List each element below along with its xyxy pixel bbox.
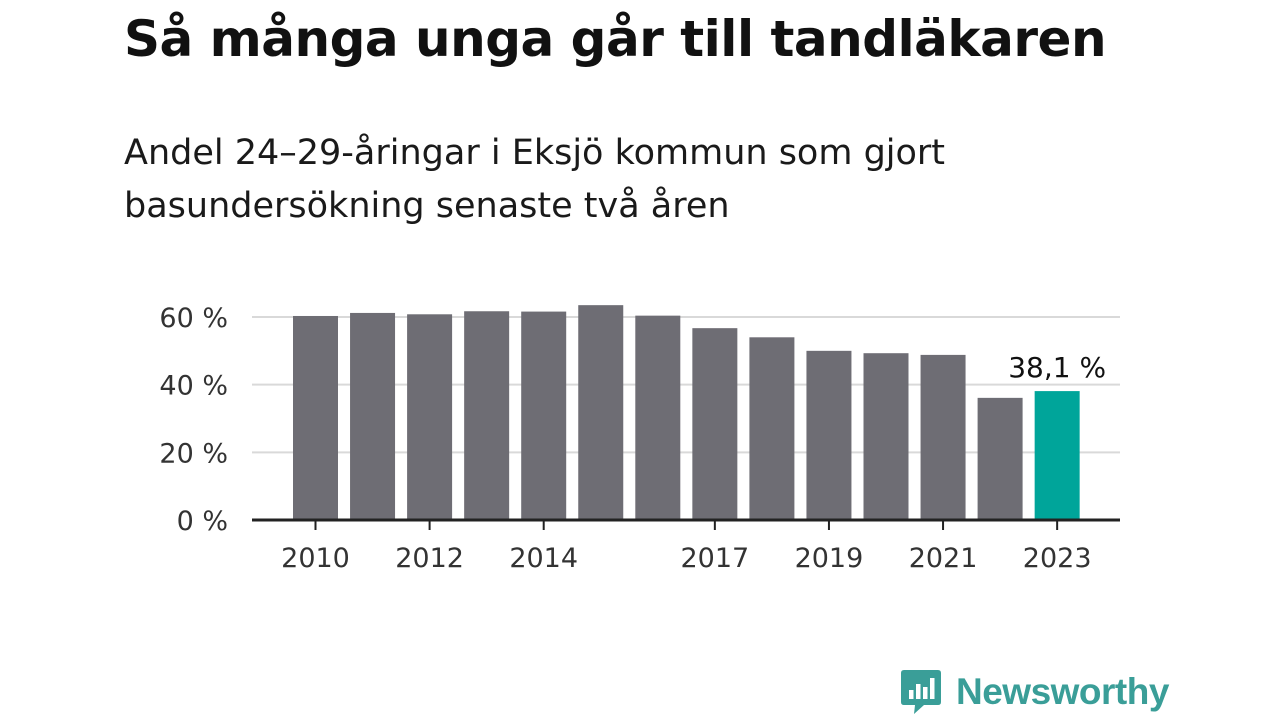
bar (749, 337, 795, 520)
y-tick-label: 20 % (159, 438, 228, 469)
x-tick-label: 2017 (680, 543, 749, 574)
brand-name: Newsworthy (956, 671, 1169, 712)
data-label: 38,1 % (1008, 351, 1106, 384)
chart-title: Så många unga går till tandläkaren (124, 10, 1107, 68)
x-tick-label: 2023 (1023, 543, 1092, 574)
bar (578, 305, 624, 520)
bar (407, 314, 453, 520)
chart-subtitle: Andel 24–29-åringar i Eksjö kommun som g… (124, 133, 946, 226)
gridlines (252, 316, 1120, 454)
bar (464, 311, 510, 520)
y-tick-label: 40 % (159, 371, 228, 402)
y-tick-label: 0 % (177, 506, 228, 537)
x-tick-label: 2012 (395, 543, 464, 574)
bar (806, 350, 852, 520)
x-tick-label: 2019 (795, 543, 864, 574)
bar (977, 397, 1023, 520)
x-tick-label: 2010 (281, 543, 350, 574)
bar (692, 328, 738, 520)
y-tick-label: 60 % (159, 303, 228, 334)
bars (293, 305, 1080, 520)
newsworthy-logo: Newsworthy (900, 668, 1169, 716)
bar (293, 315, 338, 520)
x-tick-label: 2014 (509, 543, 578, 574)
axes (252, 518, 1120, 530)
bar (350, 312, 396, 520)
bar-chart-speech-bubble-icon (901, 670, 941, 714)
bar (635, 315, 681, 520)
bar-highlight (1034, 391, 1080, 520)
bar (920, 354, 966, 520)
bar (863, 353, 909, 520)
labels: 0 % 20 % 40 % 60 % 2010 2012 2014 2017 2019 2021 2… (159, 303, 1106, 574)
x-tick-label: 2021 (909, 543, 978, 574)
bar (521, 311, 567, 520)
